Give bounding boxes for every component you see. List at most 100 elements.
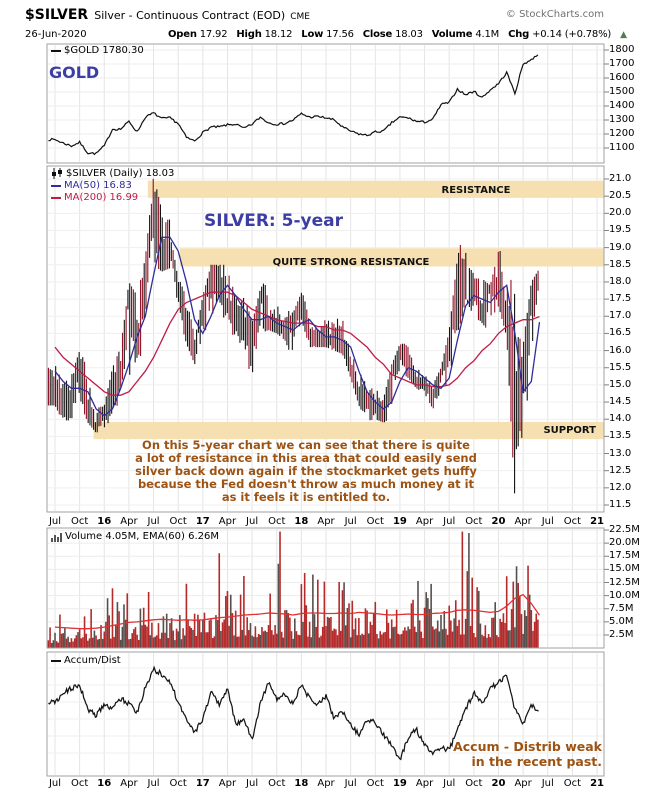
- y-axis-label: 12.5M: [609, 576, 640, 588]
- stockcharts-watermark: © StockCharts.com: [505, 9, 604, 20]
- y-axis-label: 2.5M: [609, 629, 634, 640]
- security-name: Silver - Continuous Contract (EOD): [94, 9, 286, 22]
- analyst-commentary: On this 5-year chart we can see that the…: [100, 439, 512, 504]
- x-axis-label: Oct: [465, 778, 483, 789]
- x-axis-label: 18: [294, 516, 309, 527]
- y-axis-label: 15.5: [609, 361, 632, 373]
- x-axis-label: Oct: [366, 516, 384, 527]
- commentary-line: a lot of resistance in this area that co…: [135, 451, 477, 465]
- x-axis-label: Jul: [48, 778, 62, 789]
- x-axis-label: Oct: [563, 778, 582, 789]
- x-axis-label: Oct: [169, 516, 187, 527]
- y-axis-label: 18.5: [609, 258, 632, 270]
- y-axis-label: 16.5: [609, 327, 632, 339]
- y-axis-label: 21.0: [609, 173, 632, 184]
- x-axis-label: Oct: [169, 778, 187, 789]
- x-axis-label: Jul: [541, 778, 554, 789]
- line-swatch-icon: [51, 659, 61, 662]
- y-axis-label: 16.0: [609, 344, 632, 356]
- y-axis-label: 13.5: [609, 430, 632, 442]
- x-axis-label: 19: [392, 778, 407, 789]
- ma200-legend: MA(200) 16.99: [51, 192, 138, 203]
- x-axis-label: Apr: [514, 516, 532, 527]
- x-axis-label: Apr: [514, 778, 532, 789]
- x-axis-label: Oct: [70, 516, 89, 527]
- gold-legend: $GOLD 1780.30: [51, 45, 144, 56]
- header-title-row: $SILVER Silver - Continuous Contract (EOD…: [25, 7, 310, 23]
- y-axis-label: 1800: [609, 44, 635, 55]
- x-axis-label: Apr: [415, 778, 434, 789]
- x-axis-label: Oct: [366, 778, 384, 789]
- accum-annotation-line: in the recent past.: [471, 754, 602, 769]
- line-swatch-icon: [51, 49, 61, 52]
- y-axis-label: 12.0: [609, 481, 632, 493]
- change-up-arrow-icon: ▲: [620, 30, 627, 40]
- y-axis-label: 14.5: [609, 396, 632, 408]
- y-axis-label: 13.0: [609, 447, 632, 459]
- y-axis-label: 1400: [609, 100, 635, 111]
- x-axis-label: 17: [195, 516, 210, 527]
- y-axis-label: 18.0: [609, 275, 632, 287]
- gold-big-label: GOLD: [49, 63, 100, 82]
- x-axis-label: Jul: [443, 778, 456, 789]
- x-axis-label: 18: [294, 778, 309, 789]
- quote-close: Close 18.03: [362, 29, 423, 40]
- gold-legend-text: $GOLD 1780.30: [64, 45, 144, 56]
- y-axis-label: 7.5M: [609, 602, 634, 614]
- ma50-legend: MA(50) 16.83: [51, 180, 132, 191]
- silver-big-label: SILVER: 5-year: [204, 211, 343, 231]
- x-axis-label: Apr: [218, 778, 237, 789]
- ohlc-quote-row: Open 17.92 High 18.12 Low 17.56 Close 18…: [168, 29, 627, 40]
- silver-legend-text: $SILVER (Daily) 18.03: [66, 168, 175, 179]
- commentary-line: silver back down again if the stockmarke…: [135, 464, 477, 478]
- commentary-line: On this 5-year chart we can see that the…: [142, 438, 470, 452]
- x-axis-label: Jul: [344, 516, 357, 527]
- volume-legend: Volume 4.05M, EMA(60) 6.26M: [51, 531, 219, 542]
- x-axis-label: Jul: [344, 778, 357, 789]
- x-axis-label: Oct: [268, 516, 286, 527]
- y-axis-label: 10.0M: [609, 589, 640, 601]
- y-axis-label: 20.0M: [609, 537, 640, 549]
- y-axis-label: 17.5: [609, 293, 632, 305]
- line-swatch-icon: [51, 184, 61, 187]
- x-axis-label: Oct: [268, 778, 286, 789]
- y-axis-label: 17.0: [609, 310, 632, 322]
- quote-change: Chg +0.14 (+0.78%): [508, 29, 612, 40]
- commentary-line: because the Fed doesn't throw as much mo…: [137, 477, 475, 491]
- x-axis-label: Apr: [415, 516, 434, 527]
- x-axis-label: Apr: [317, 516, 335, 527]
- accum-annotation: Accum - Distrib weak in the recent past.: [418, 739, 602, 769]
- x-axis-label: Jul: [48, 516, 62, 527]
- y-axis-label: 17.5M: [609, 550, 640, 562]
- x-axis-label: Jul: [147, 516, 160, 527]
- quote-date: 26-Jun-2020: [25, 29, 87, 40]
- quote-low: Low 17.56: [301, 29, 354, 40]
- x-axis-label: 21: [590, 778, 604, 789]
- silver-legend: $SILVER (Daily) 18.03: [51, 168, 174, 179]
- x-axis-label: Oct: [70, 778, 89, 789]
- exchange-label: CME: [290, 12, 310, 22]
- accum-legend: Accum/Dist: [51, 655, 121, 666]
- y-axis-label: 22.5M: [609, 524, 640, 535]
- support-label: SUPPORT: [543, 425, 596, 436]
- x-axis-label: 16: [97, 516, 112, 527]
- x-axis-label: Apr: [317, 778, 335, 789]
- x-axis-label: 19: [392, 516, 407, 527]
- y-axis-label: 11.5: [609, 499, 632, 510]
- ma50-legend-text: MA(50) 16.83: [64, 180, 132, 191]
- y-axis-label: 14.0: [609, 413, 632, 425]
- quote-high: High 18.12: [236, 29, 293, 40]
- resistance-label: RESISTANCE: [441, 185, 511, 196]
- quote-volume: Volume 4.1M: [431, 29, 500, 40]
- x-axis-label: Jul: [246, 516, 259, 527]
- y-axis-label: 1700: [609, 58, 635, 69]
- line-swatch-icon: [51, 196, 61, 199]
- accum-legend-text: Accum/Dist: [64, 655, 121, 666]
- accum-annotation-line: Accum - Distrib weak: [453, 739, 602, 754]
- x-axis-label: 17: [195, 778, 210, 789]
- y-axis-label: 19.5: [609, 224, 632, 236]
- y-axis-label: 15.0: [609, 378, 632, 390]
- y-axis-label: 20.5: [609, 190, 632, 202]
